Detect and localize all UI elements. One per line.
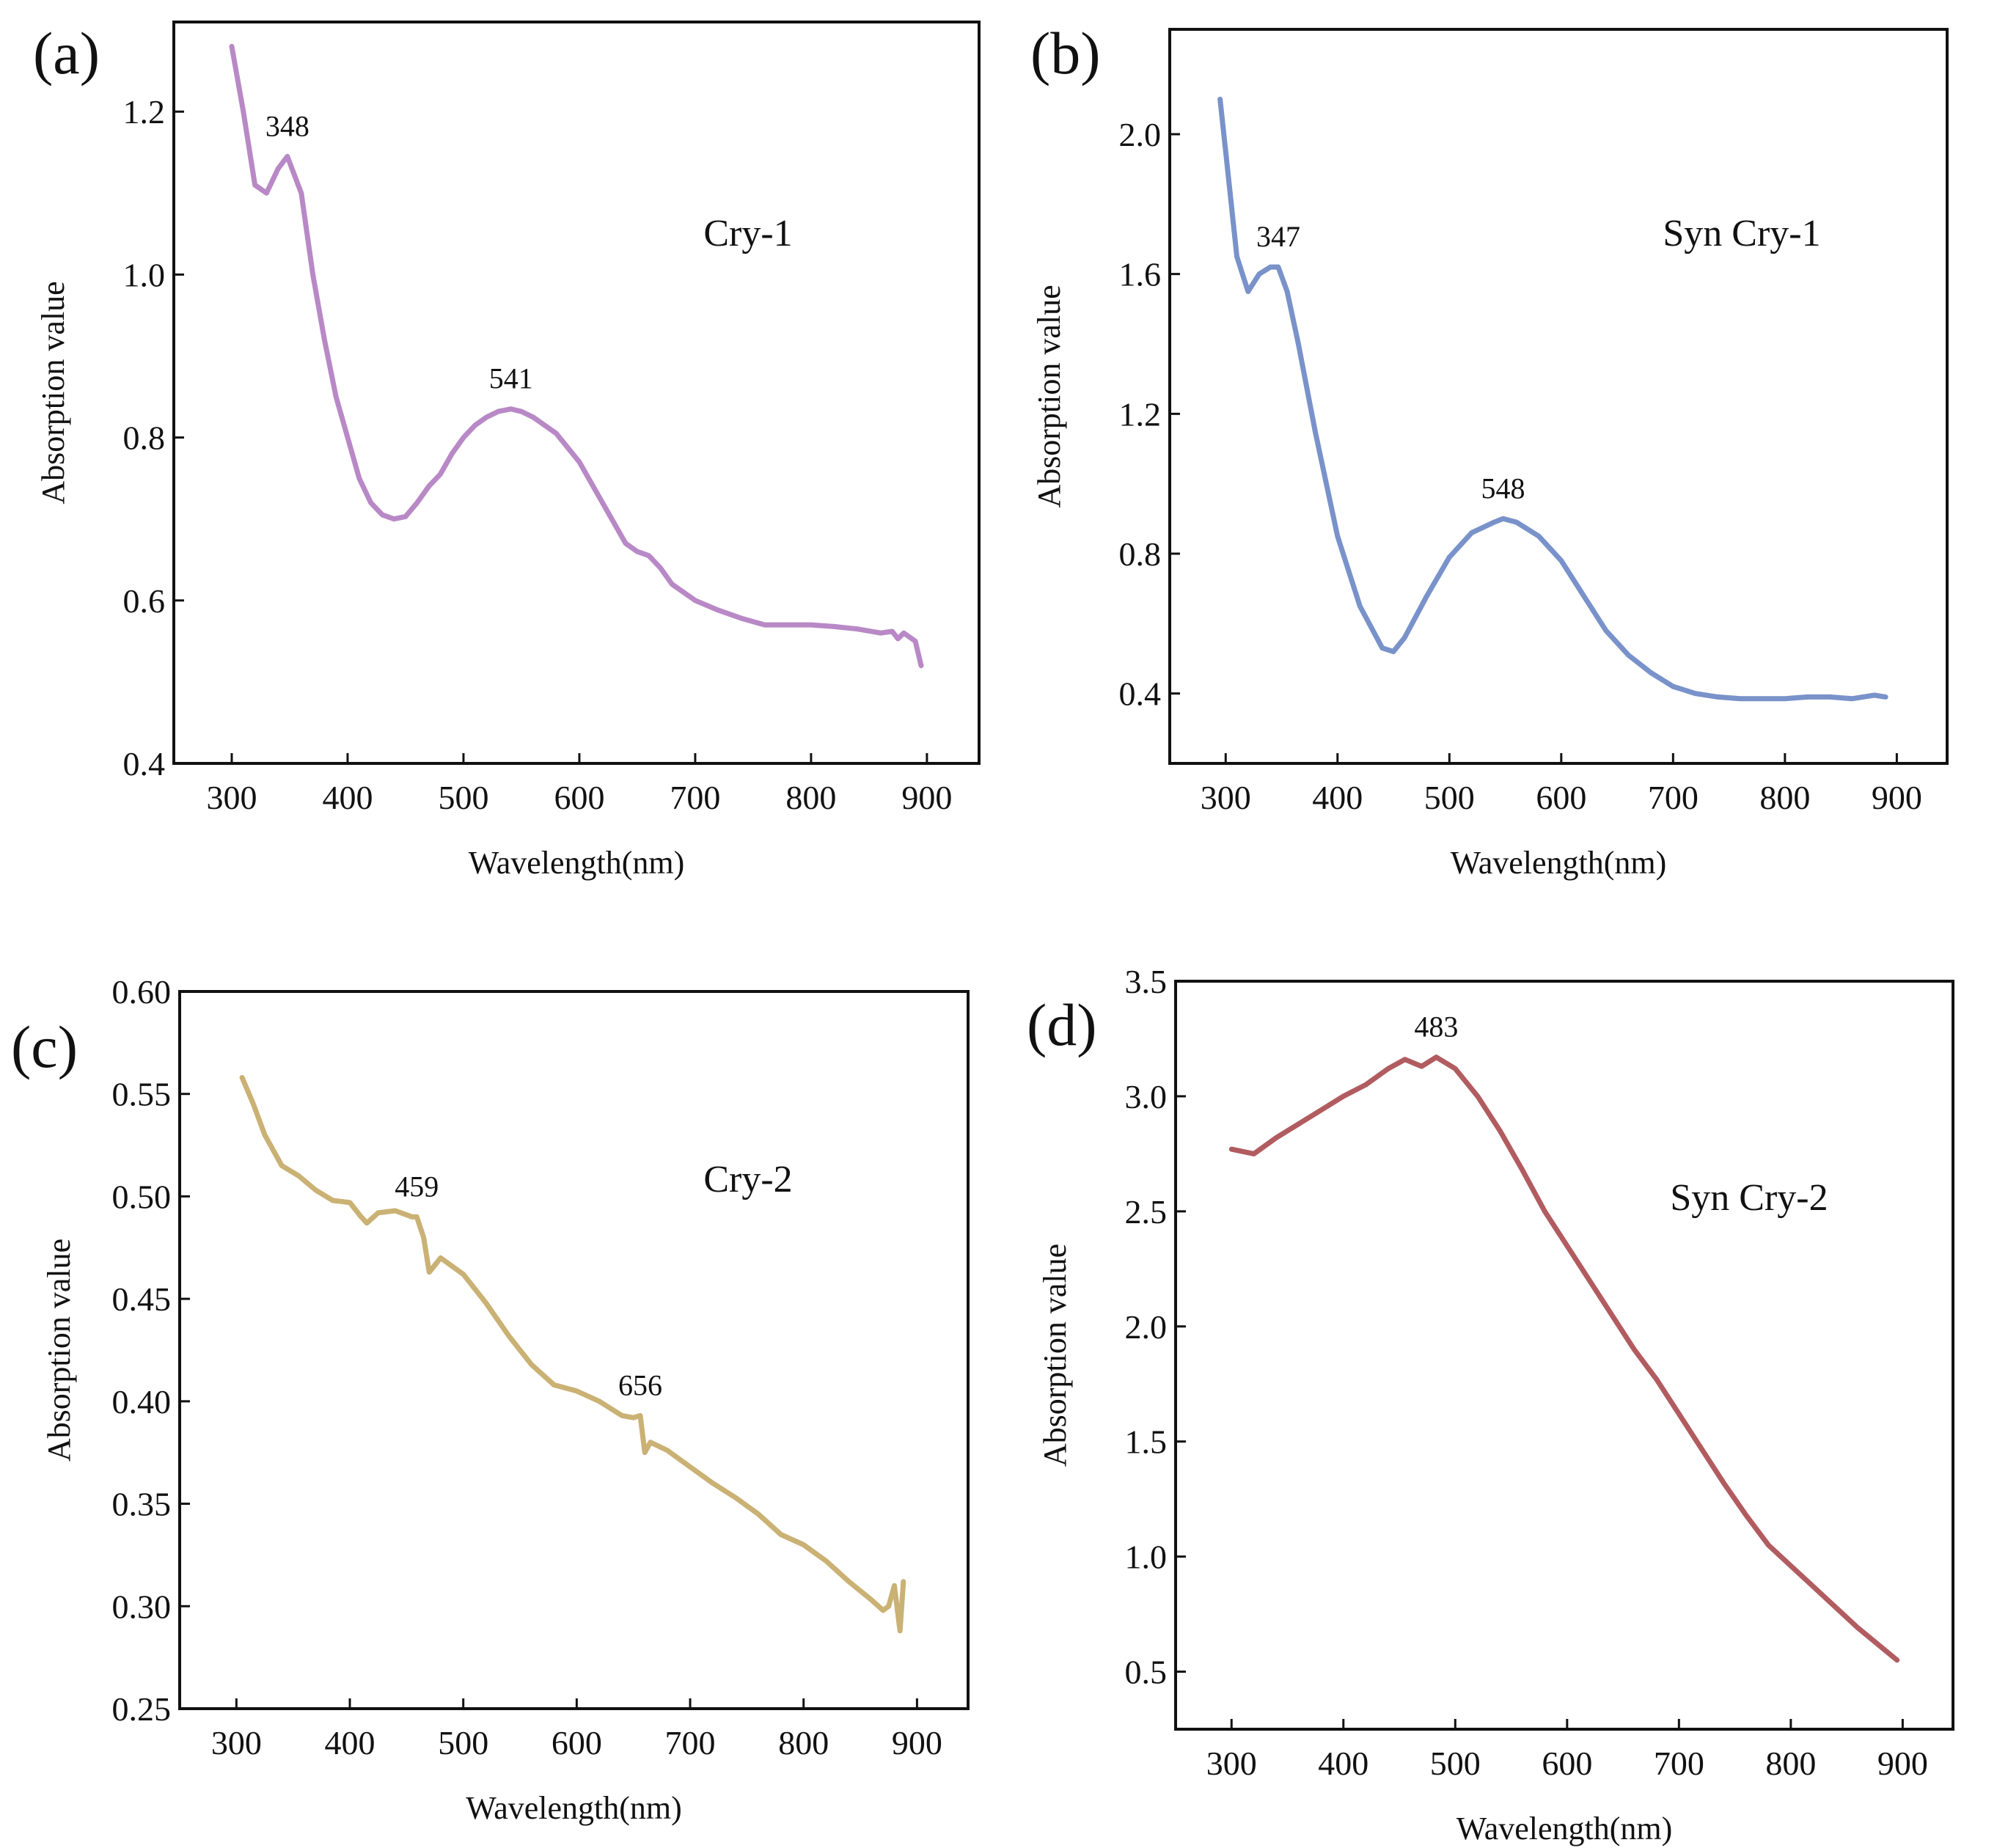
- y-tick-label: 0.55: [112, 1076, 172, 1113]
- panel-d: 300 400 500 600 700 800 900 0.5 1.0 1.5 2.0 2.5 3.0 3…: [1027, 963, 1954, 1847]
- peak-label: 348: [265, 109, 309, 142]
- panel-tag: (a): [33, 20, 100, 87]
- x-tick-label: 800: [778, 1724, 829, 1761]
- x-tick-label: 800: [1759, 779, 1810, 816]
- x-tick-label: 300: [1206, 1745, 1257, 1782]
- peak-label: 541: [489, 362, 533, 395]
- panel-tag: (b): [1030, 20, 1101, 87]
- x-tick-label: 600: [554, 779, 604, 816]
- y-tick-label: 0.5: [1125, 1654, 1168, 1691]
- y-tick-label: 0.30: [112, 1588, 172, 1625]
- x-tick-label: 900: [1877, 1745, 1928, 1782]
- panel-b: 300 400 500 600 700 800 900 0.4 0.8 1.2 1.6 2.0 Wave…: [1030, 20, 1949, 881]
- y-tick-label: 0.4: [1119, 675, 1162, 713]
- x-tick-label: 600: [552, 1724, 602, 1761]
- plot-frame: [1174, 980, 1954, 1731]
- x-tick-label: 400: [1318, 1745, 1368, 1782]
- y-tick-label: 1.5: [1125, 1423, 1168, 1461]
- y-tick-label: 1.2: [1119, 395, 1162, 433]
- y-tick-label: 1.0: [1125, 1539, 1168, 1576]
- y-tick-label: 2.0: [1119, 116, 1162, 153]
- y-tick-label: 0.60: [112, 973, 172, 1011]
- sample-label: Syn Cry-2: [1670, 1177, 1828, 1219]
- x-tick-label: 700: [665, 1724, 716, 1761]
- x-axis-title: Wavelength(nm): [1456, 1811, 1673, 1847]
- y-tick-label: 0.8: [123, 419, 166, 457]
- panel-a: 300 400 500 600 700 800 900 0.4 0.6 0.8 1.0 1.2 Wave…: [33, 20, 981, 881]
- x-tick-label: 600: [1542, 1745, 1592, 1782]
- panel-tag: (c): [11, 1013, 78, 1080]
- x-tick-label: 600: [1536, 779, 1586, 816]
- series-line-a: [229, 43, 924, 669]
- y-tick-label: 0.40: [112, 1383, 172, 1420]
- x-tick-label: 400: [325, 1724, 375, 1761]
- x-tick-label: 500: [438, 779, 488, 816]
- x-tick-label: 400: [322, 779, 373, 816]
- peak-label: 347: [1256, 220, 1300, 253]
- y-axis-title: Absorption value: [1037, 1244, 1073, 1467]
- x-axis-title: Wavelength(nm): [469, 845, 685, 881]
- x-tick-label: 900: [901, 779, 952, 816]
- y-tick-label: 0.25: [112, 1690, 172, 1728]
- x-tick-label: 700: [1654, 1745, 1704, 1782]
- y-axis-title: Absorption value: [41, 1239, 77, 1462]
- y-tick-label: 0.50: [112, 1178, 172, 1215]
- y-tick-label: 2.0: [1125, 1308, 1168, 1346]
- y-tick-label: 2.5: [1125, 1193, 1168, 1231]
- y-tick-label: 0.45: [112, 1280, 172, 1318]
- x-tick-label: 500: [1424, 779, 1475, 816]
- x-tick-label: 300: [1201, 779, 1251, 816]
- x-tick-label: 700: [1648, 779, 1699, 816]
- y-axis-title: Absorption value: [35, 281, 71, 504]
- plot-frame: [178, 990, 970, 1710]
- y-tick-label: 3.0: [1125, 1078, 1168, 1115]
- x-tick-label: 800: [1765, 1745, 1816, 1782]
- series-line-c: [239, 1074, 906, 1634]
- plot-frame: [172, 21, 981, 765]
- series-line-d: [1228, 1055, 1900, 1663]
- series-line-b: [1217, 96, 1888, 702]
- sample-label: Cry-2: [703, 1159, 792, 1200]
- y-tick-label: 0.35: [112, 1486, 172, 1523]
- x-tick-label: 300: [206, 779, 257, 816]
- sample-label: Syn Cry-1: [1663, 213, 1820, 254]
- peak-label: 656: [618, 1368, 662, 1401]
- x-tick-label: 800: [785, 779, 836, 816]
- peak-label: 548: [1481, 472, 1525, 505]
- x-tick-label: 900: [892, 1724, 942, 1761]
- peak-label: 483: [1414, 1011, 1458, 1044]
- peak-label: 459: [395, 1170, 439, 1203]
- panel-c: 300 400 500 600 700 800 900 0.25 0.30 0.35 0.40 0.4…: [11, 973, 970, 1826]
- plot-frame: [1168, 28, 1949, 765]
- y-tick-label: 3.5: [1125, 963, 1168, 1000]
- x-tick-label: 500: [438, 1724, 488, 1761]
- y-axis-title: Absorption value: [1031, 285, 1067, 507]
- y-tick-label: 0.4: [123, 745, 166, 782]
- x-tick-label: 400: [1312, 779, 1363, 816]
- x-tick-label: 900: [1872, 779, 1922, 816]
- x-tick-label: 500: [1430, 1745, 1481, 1782]
- x-axis-title: Wavelength(nm): [1451, 845, 1667, 881]
- y-tick-label: 1.6: [1119, 256, 1162, 293]
- y-tick-label: 0.8: [1119, 535, 1162, 573]
- x-axis-title: Wavelength(nm): [466, 1790, 682, 1826]
- y-tick-label: 1.2: [123, 93, 166, 131]
- panel-tag: (d): [1027, 991, 1097, 1058]
- y-tick-label: 0.6: [123, 582, 166, 620]
- sample-label: Cry-1: [703, 213, 792, 254]
- x-tick-label: 700: [670, 779, 720, 816]
- y-tick-label: 1.0: [123, 256, 166, 293]
- x-tick-label: 300: [211, 1724, 262, 1761]
